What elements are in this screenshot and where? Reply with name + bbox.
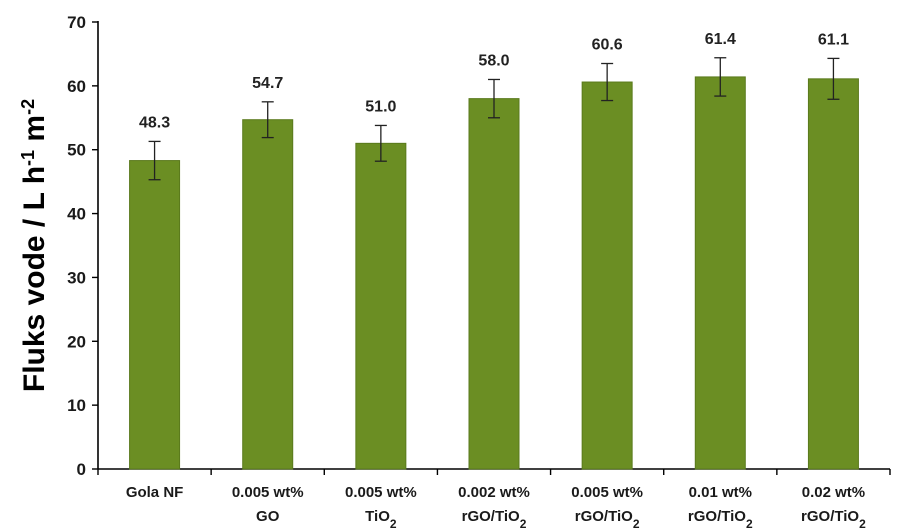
x-tick-label-line1: Gola NF (126, 484, 184, 501)
x-tick-label-line1: 0.005 wt% (345, 484, 417, 501)
x-tick-label-line2: rGO/TiO2 (462, 508, 527, 531)
data-label: 58.0 (478, 52, 509, 69)
y-title-mid: m (18, 115, 51, 150)
error-bar (827, 57, 840, 100)
axes: 0 10 20 30 40 50 60 70 (67, 13, 891, 479)
x-tick-label-line2: TiO2 (365, 508, 397, 531)
y-tick-label: 20 (67, 332, 86, 351)
x-tick-labels: Gola NF 0.005 wt% GO 0.005 wt% TiO2 0.002 wt%… (126, 484, 866, 531)
x-tick-label-line2: rGO/TiO2 (688, 508, 753, 531)
y-tick-label: 0 (77, 460, 86, 479)
error-bar (488, 78, 500, 119)
data-label: 61.1 (818, 31, 849, 48)
y-tick-label: 30 (67, 268, 86, 287)
error-bar (148, 140, 161, 181)
data-label: 51.0 (365, 98, 396, 115)
error-bar (714, 57, 727, 97)
error-bars (148, 57, 840, 181)
bar (355, 142, 407, 470)
y-tick-label: 60 (67, 77, 86, 96)
y-axis-title-text: Fluks vode / L h-1 m-2 (18, 99, 51, 392)
x-tick-label-line2: rGO/TiO2 (575, 508, 640, 531)
x-tick-label-line2: GO (256, 508, 280, 525)
data-label: 48.3 (139, 114, 170, 131)
bar (242, 119, 294, 470)
error-bar (261, 101, 274, 139)
x-tick-label-line2: rGO/TiO2 (801, 508, 866, 531)
bar (129, 160, 181, 470)
error-bar (601, 62, 614, 102)
data-label: 61.4 (705, 31, 736, 48)
bar (807, 78, 859, 470)
y-axis-title: Fluks vode / L h-1 m-2 (18, 99, 51, 392)
x-tick-label-line1: 0.002 wt% (458, 484, 530, 501)
y-tick-label: 40 (67, 205, 86, 224)
bar (468, 98, 520, 470)
bars (129, 76, 859, 470)
data-label: 60.6 (592, 37, 623, 54)
x-tick-label-line1: 0.01 wt% (689, 484, 752, 501)
bar (694, 76, 746, 470)
x-tick-label-line1: 0.02 wt% (802, 484, 865, 501)
error-bar (374, 124, 387, 162)
data-labels: 48.3 54.7 51.0 58.0 60.6 61.4 61.1 (139, 31, 849, 132)
x-tick-label-line1: 0.005 wt% (571, 484, 643, 501)
y-tick-label: 70 (67, 13, 86, 32)
y-title-sup1: -1 (18, 150, 38, 166)
y-title-main: Fluks vode / L h (18, 166, 51, 392)
y-title-sup2: -2 (18, 99, 38, 115)
x-tick-label-line1: 0.005 wt% (232, 484, 304, 501)
y-tick-label: 10 (67, 396, 86, 415)
bar (581, 81, 633, 470)
y-tick-label: 50 (67, 141, 86, 160)
data-label: 54.7 (252, 75, 283, 92)
